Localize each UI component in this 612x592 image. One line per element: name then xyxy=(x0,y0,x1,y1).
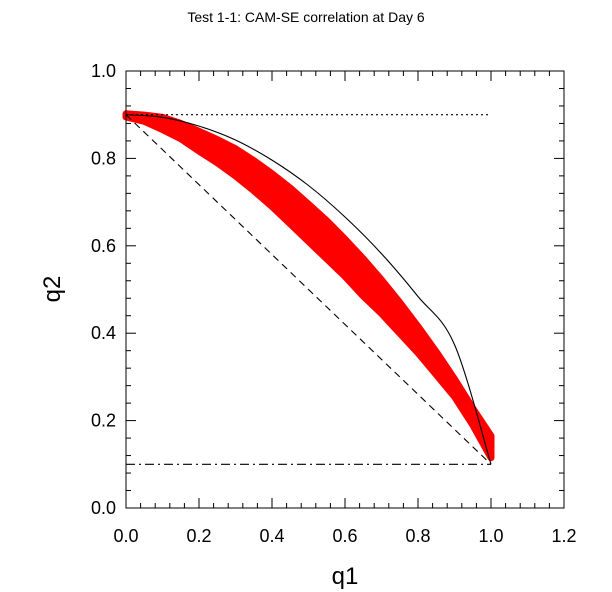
x-tick-labels: 0.0 0.2 0.4 0.6 0.8 1.0 1.2 xyxy=(113,526,576,546)
tick-marks xyxy=(125,70,565,509)
y-tick-label: 0.8 xyxy=(91,148,116,168)
x-tick-label: 0.0 xyxy=(113,526,138,546)
reference-line-dashed xyxy=(125,114,492,465)
y-tick-label: 0.2 xyxy=(91,411,116,431)
x-tick-label: 1.0 xyxy=(478,526,503,546)
x-axis-label: q1 xyxy=(332,563,359,590)
y-tick-label: 0.4 xyxy=(91,323,116,343)
y-tick-label: 0.0 xyxy=(91,498,116,518)
reference-line-solid xyxy=(125,114,492,465)
y-tick-label: 1.0 xyxy=(91,61,116,81)
scatter-band xyxy=(122,110,495,462)
x-tick-label: 1.2 xyxy=(551,526,576,546)
y-tick-labels: 0.0 0.2 0.4 0.6 0.8 1.0 xyxy=(91,61,116,518)
y-tick-label: 0.6 xyxy=(91,236,116,256)
plot-area xyxy=(122,110,495,465)
y-axis-label: q2 xyxy=(39,276,66,303)
x-tick-label: 0.2 xyxy=(186,526,211,546)
x-tick-label: 0.4 xyxy=(259,526,284,546)
x-tick-label: 0.6 xyxy=(332,526,357,546)
x-tick-label: 0.8 xyxy=(405,526,430,546)
chart-title: Test 1-1: CAM-SE correlation at Day 6 xyxy=(187,9,425,25)
